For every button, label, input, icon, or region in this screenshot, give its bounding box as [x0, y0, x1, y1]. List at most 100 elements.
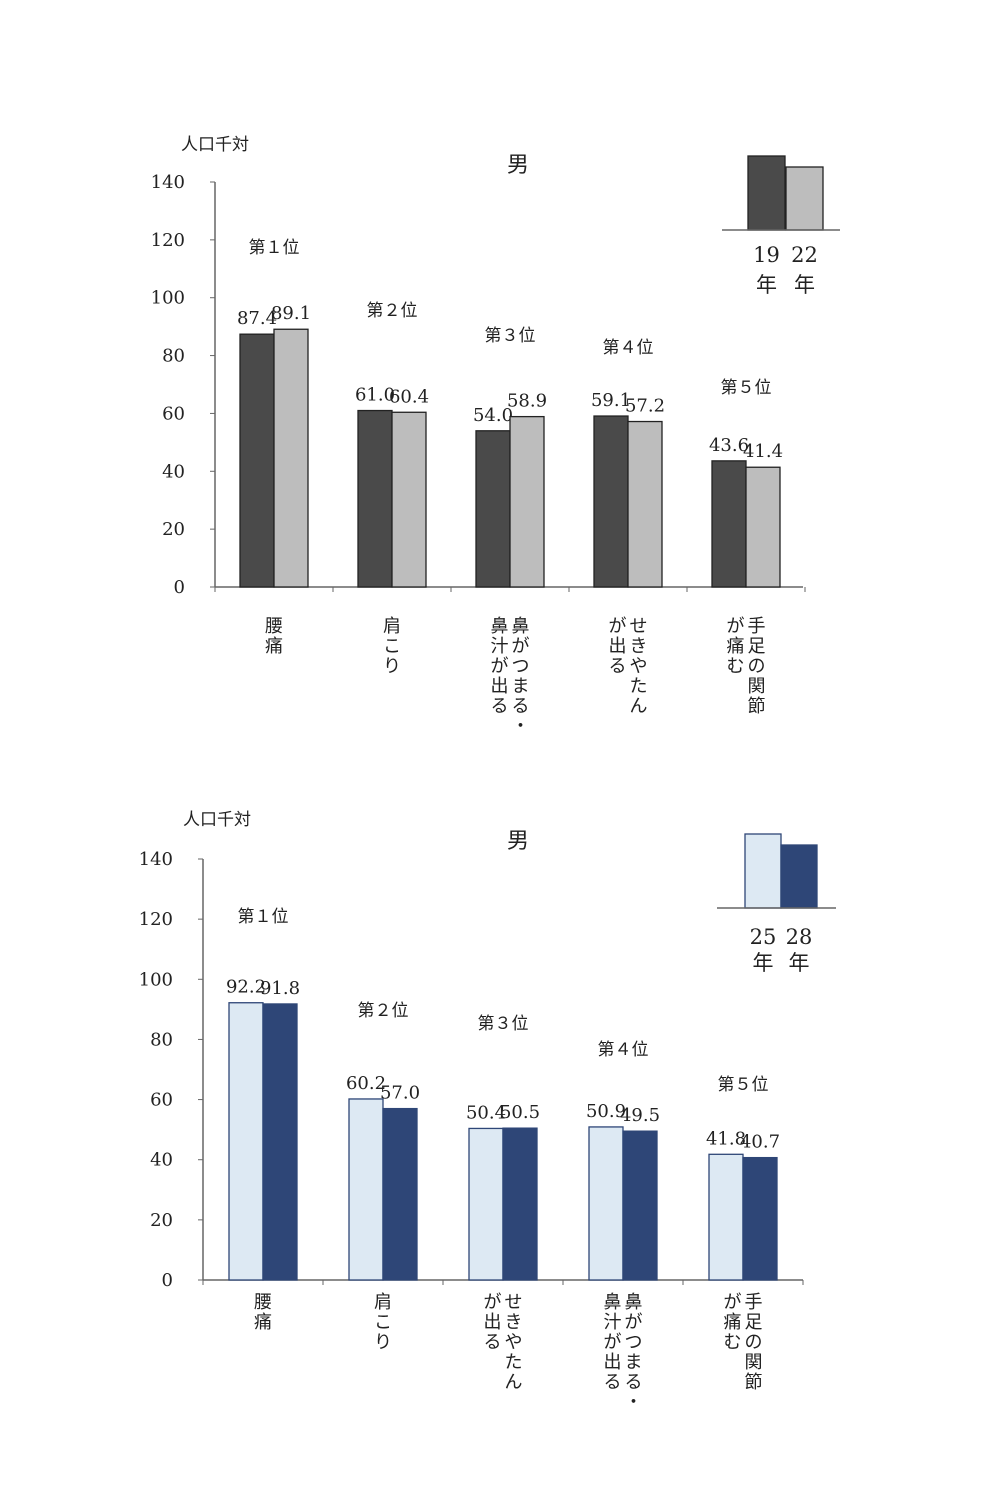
category-label: 鼻	[491, 616, 509, 637]
category-label: 腰	[265, 616, 283, 637]
category-label: や	[505, 1332, 523, 1353]
category-label: や	[630, 656, 648, 677]
y-axis-label: 人口千対	[183, 810, 251, 830]
legend-unit: 年	[756, 273, 777, 297]
y-tick-label: 140	[151, 172, 185, 193]
category-label: の	[748, 656, 766, 677]
category-label: 痛	[727, 636, 745, 657]
legend-year: 25	[750, 925, 777, 949]
data-label: 50.9	[586, 1101, 626, 1122]
data-label: 87.4	[237, 308, 277, 329]
bar	[239, 333, 275, 588]
rank-label: 第１位	[249, 238, 300, 258]
data-label: 91.8	[260, 978, 300, 999]
bar	[228, 1002, 264, 1281]
category-label: る	[604, 1372, 622, 1393]
category-label: せ	[505, 1292, 523, 1313]
category-label: ・	[625, 1392, 643, 1413]
legend-year: 19	[753, 243, 780, 267]
bar	[622, 1130, 658, 1281]
legend-unit: 年	[789, 951, 810, 975]
category-label: ん	[505, 1372, 523, 1393]
category-label: 肩	[383, 616, 401, 637]
category-label: が	[724, 1292, 742, 1313]
category-label: こ	[383, 636, 401, 657]
y-tick-label: 100	[139, 969, 173, 990]
category-label: 手	[745, 1292, 763, 1313]
data-label: 43.6	[709, 435, 749, 456]
category-label: 出	[491, 676, 509, 697]
data-label: 40.7	[740, 1132, 780, 1153]
category-label: ま	[625, 1352, 643, 1373]
data-label: 50.4	[466, 1102, 506, 1123]
data-label: 60.2	[346, 1073, 386, 1094]
y-tick-label: 100	[151, 288, 185, 309]
bar	[708, 1153, 744, 1281]
y-tick-label: 60	[150, 1090, 173, 1111]
legend-swatch	[747, 155, 786, 231]
chart-title: 男	[507, 829, 529, 854]
y-tick-label: 0	[162, 1270, 173, 1291]
legend-year: 28	[786, 925, 813, 949]
bar	[627, 420, 663, 588]
category-label: 肩	[374, 1292, 392, 1313]
legend-swatch	[780, 844, 818, 909]
bar	[391, 411, 427, 588]
rank-label: 第４位	[603, 338, 654, 358]
legend-swatch	[744, 833, 782, 909]
data-label: 60.4	[389, 386, 429, 407]
category-label: る	[625, 1372, 643, 1393]
category-label: 汁	[491, 636, 509, 657]
category-label: ・	[512, 716, 530, 737]
y-tick-label: 80	[162, 346, 185, 367]
y-tick-label: 140	[139, 849, 173, 870]
rank-label: 第３位	[478, 1014, 529, 1034]
bar	[745, 466, 781, 588]
y-tick-label: 60	[162, 403, 185, 424]
bar	[262, 1003, 298, 1281]
category-label: た	[630, 676, 648, 697]
category-label: つ	[512, 656, 530, 677]
rank-label: 第５位	[718, 1075, 769, 1095]
rank-label: 第５位	[721, 378, 772, 398]
data-label: 92.2	[226, 977, 266, 998]
data-label: 41.4	[743, 441, 783, 462]
category-label: 節	[748, 696, 766, 717]
legend-unit: 年	[753, 951, 774, 975]
bar	[588, 1126, 624, 1281]
category-label: が	[491, 656, 509, 677]
bar	[475, 430, 511, 588]
category-label: た	[505, 1352, 523, 1373]
bar	[711, 460, 747, 588]
category-label: む	[724, 1332, 742, 1353]
category-label: 鼻	[625, 1292, 643, 1313]
data-label: 50.5	[500, 1102, 540, 1123]
category-label: き	[505, 1312, 523, 1333]
category-label: 痛	[724, 1312, 742, 1333]
category-label: が	[512, 636, 530, 657]
category-label: き	[630, 636, 648, 657]
rank-label: 第２位	[367, 301, 418, 321]
category-label: る	[609, 656, 627, 677]
rank-label: 第３位	[485, 326, 536, 346]
category-label: 汁	[604, 1312, 622, 1333]
category-label: 腰	[254, 1292, 272, 1313]
legend-swatch	[785, 166, 824, 231]
bar	[468, 1127, 504, 1281]
category-label: ま	[512, 676, 530, 697]
category-label: 出	[604, 1352, 622, 1373]
category-label: 節	[745, 1372, 763, 1393]
category-label: 痛	[254, 1312, 272, 1333]
bar	[273, 328, 309, 588]
category-label: が	[727, 616, 745, 637]
chart-title: 男	[507, 153, 529, 178]
rank-label: 第１位	[238, 907, 289, 927]
data-label: 58.9	[507, 391, 547, 412]
category-label: ん	[630, 696, 648, 717]
y-tick-label: 40	[162, 461, 185, 482]
bar	[348, 1098, 384, 1281]
bar	[742, 1156, 778, 1281]
category-label: 痛	[265, 636, 283, 657]
